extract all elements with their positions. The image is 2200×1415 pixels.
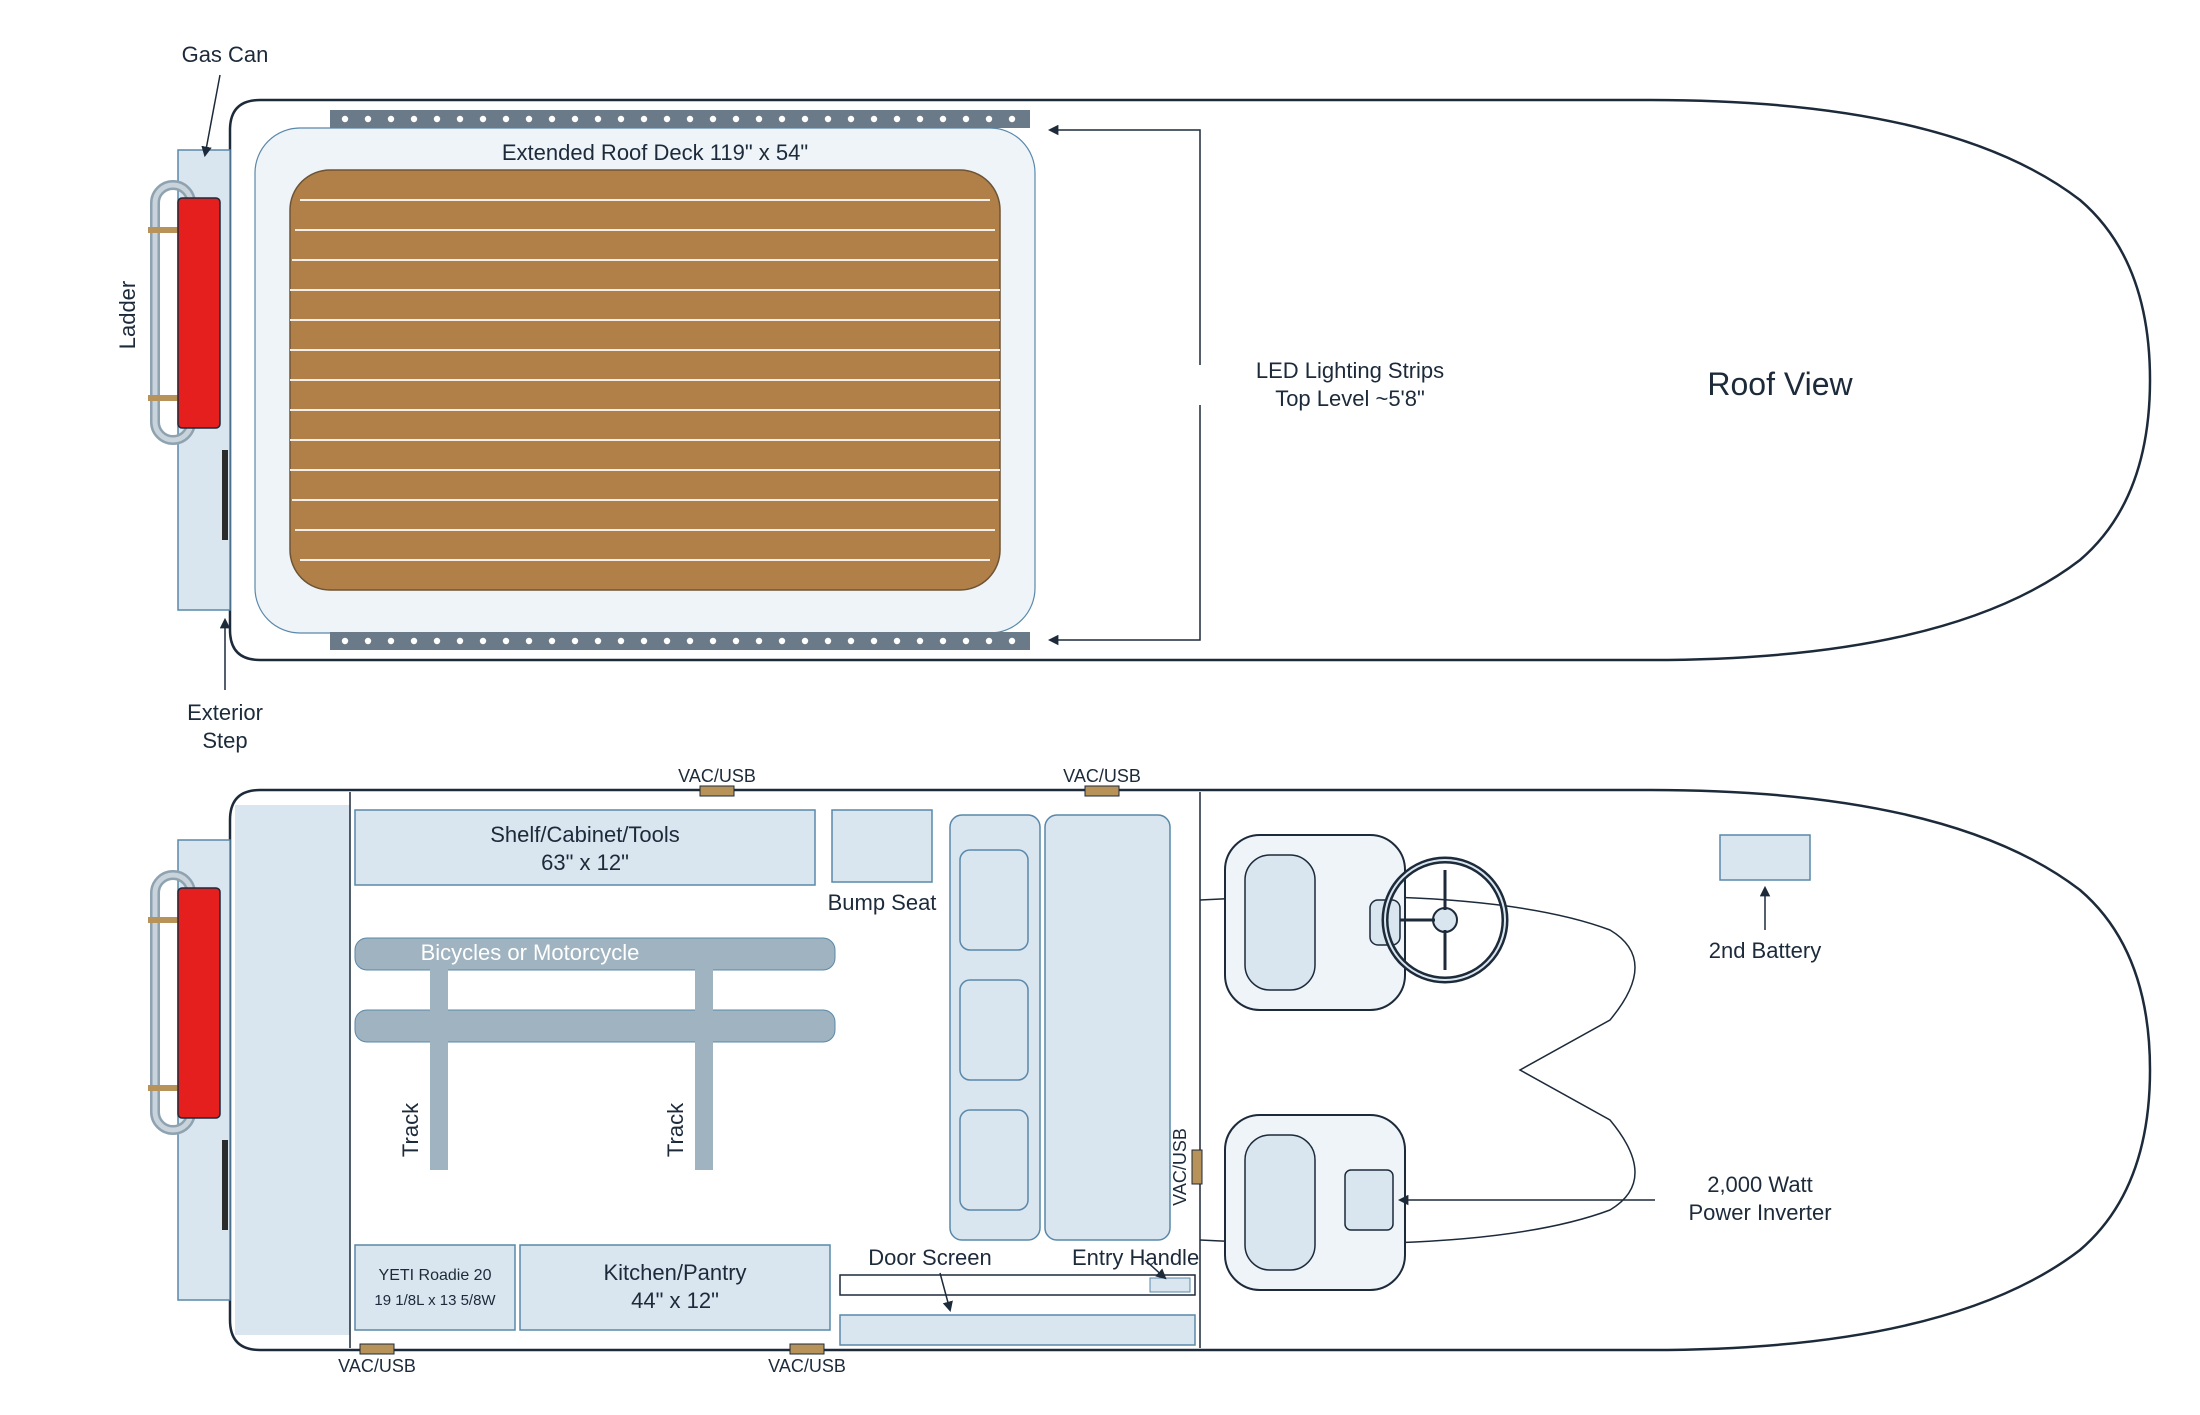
entry-label: Entry Handle bbox=[1072, 1245, 1199, 1270]
bikes-label: Bicycles or Motorcycle bbox=[421, 940, 640, 965]
driver-seat bbox=[1225, 835, 1505, 1010]
inverter-label-2: Power Inverter bbox=[1688, 1200, 1831, 1225]
arrow-led-bottom bbox=[1050, 405, 1200, 640]
vac-label-3: VAC/USB bbox=[338, 1356, 416, 1376]
track-label-1: Track bbox=[398, 1102, 423, 1157]
led-strip-top bbox=[330, 110, 1030, 128]
passenger-seat bbox=[1225, 1115, 1405, 1290]
roof-view: Gas Can Ladder Exterior Step Extended Ro… bbox=[115, 42, 2150, 753]
gas-can-icon-floor bbox=[178, 888, 220, 1118]
roof-deck bbox=[290, 170, 1000, 590]
gas-can-icon bbox=[178, 198, 220, 428]
bump-seat-box bbox=[832, 810, 932, 882]
ext-step-label-1: Exterior bbox=[187, 700, 263, 725]
yeti-label-1: YETI Roadie 20 bbox=[379, 1267, 492, 1284]
roof-title: Roof View bbox=[1707, 366, 1853, 402]
exterior-step-icon-floor bbox=[222, 1140, 228, 1230]
inverter-label-1: 2,000 Watt bbox=[1707, 1172, 1813, 1197]
arrow-gas-can bbox=[205, 75, 220, 155]
arrow-led-top bbox=[1050, 130, 1200, 365]
battery-label: 2nd Battery bbox=[1709, 938, 1822, 963]
battery-box bbox=[1720, 835, 1810, 880]
vac-label-4: VAC/USB bbox=[768, 1356, 846, 1376]
bump-seat-label: Bump Seat bbox=[828, 890, 937, 915]
gas-can-label: Gas Can bbox=[182, 42, 269, 67]
bike-rails bbox=[355, 938, 835, 1170]
kitchen-label-2: 44" x 12" bbox=[631, 1288, 719, 1313]
deck-label: Extended Roof Deck 119" x 54" bbox=[502, 140, 808, 165]
ladder-label: Ladder bbox=[115, 281, 140, 350]
door-assembly bbox=[840, 1275, 1195, 1345]
vac-label-2: VAC/USB bbox=[1063, 766, 1141, 786]
vac-label-5: VAC/USB bbox=[1170, 1128, 1190, 1206]
shelf-label-2: 63" x 12" bbox=[541, 850, 629, 875]
ext-step-label-2: Step bbox=[202, 728, 247, 753]
shelf-label-1: Shelf/Cabinet/Tools bbox=[490, 822, 680, 847]
track-label-2: Track bbox=[663, 1102, 688, 1157]
led-strip-bottom bbox=[330, 632, 1030, 650]
yeti-label-2: 19 1/8L x 13 5/8W bbox=[374, 1292, 496, 1309]
floor-plan: Shelf/Cabinet/Tools 63" x 12" Bump Seat … bbox=[148, 766, 2150, 1376]
door-label: Door Screen bbox=[868, 1245, 992, 1270]
vac-label-1: VAC/USB bbox=[678, 766, 756, 786]
led-label-1: LED Lighting Strips bbox=[1256, 358, 1444, 383]
kitchen-label-1: Kitchen/Pantry bbox=[603, 1260, 746, 1285]
bench-seat bbox=[950, 815, 1170, 1240]
led-label-2: Top Level ~5'8" bbox=[1275, 386, 1425, 411]
yeti-box bbox=[355, 1245, 515, 1330]
exterior-step-icon bbox=[222, 450, 228, 540]
